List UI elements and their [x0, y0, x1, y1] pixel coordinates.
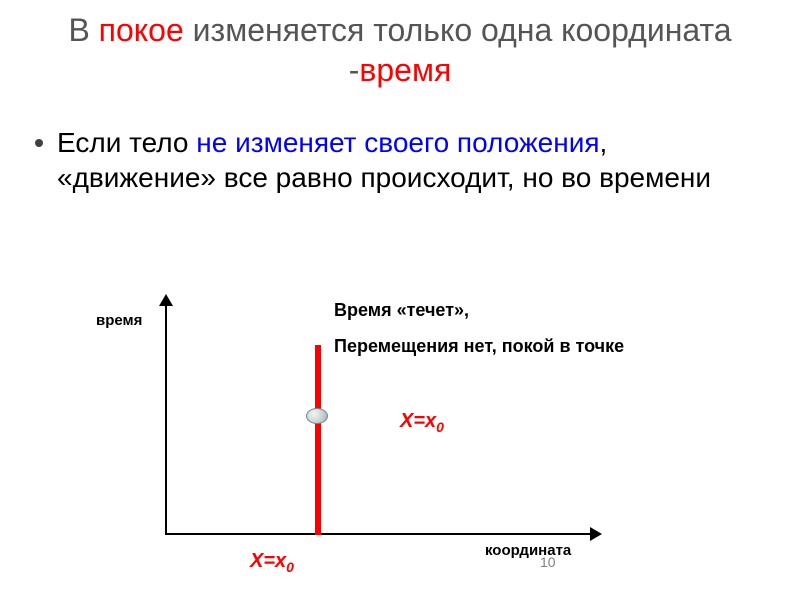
x-axis-arrow-icon	[590, 527, 602, 541]
title-red2: время	[359, 52, 451, 88]
formula-top: X=x0	[400, 410, 444, 435]
slide-title: В покое изменяется только одна координат…	[0, 0, 800, 90]
formula-top-main: X=x	[400, 410, 436, 432]
bullet-seg1: Если тело	[57, 127, 196, 158]
bullet-dot-icon	[35, 139, 43, 147]
title-seg1: В	[68, 12, 98, 48]
chart-area: время координата Время «течет», Перемеще…	[100, 290, 700, 570]
annotation-line1: Время «течет»,	[334, 300, 469, 321]
formula-bot-main: X=x	[250, 550, 286, 572]
bullet-blue: не изменяет своего положения	[196, 127, 599, 158]
slide-number: 10	[540, 554, 556, 570]
x-axis-line	[165, 533, 595, 535]
annotation-line2: Перемещения нет, покой в точке	[334, 336, 654, 358]
formula-top-sub: 0	[436, 419, 444, 435]
formula-bottom: X=x0	[250, 550, 294, 575]
point-marker	[306, 408, 328, 424]
formula-bot-sub: 0	[286, 559, 294, 575]
title-red1: покое	[99, 12, 184, 48]
y-axis-arrow-icon	[159, 294, 173, 306]
vertical-line	[315, 345, 321, 535]
y-axis-line	[165, 300, 167, 535]
bullet-item: Если тело не изменяет своего положения, …	[35, 125, 800, 195]
bullet-text: Если тело не изменяет своего положения, …	[57, 125, 757, 195]
title-seg2: изменяется только одна координата -	[184, 12, 732, 88]
y-axis-label: время	[96, 312, 142, 329]
x-axis-label: координата	[485, 542, 571, 559]
